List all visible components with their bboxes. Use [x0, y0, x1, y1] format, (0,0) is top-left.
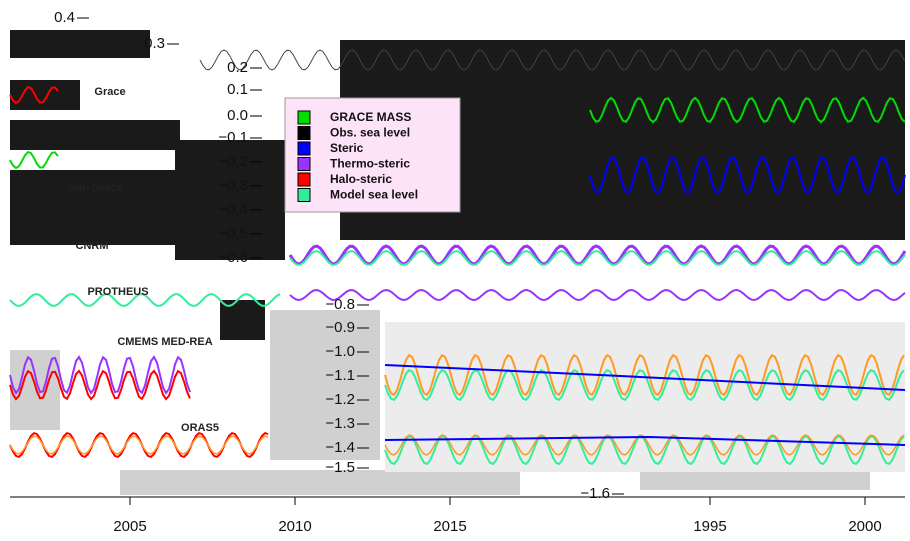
curve	[589, 96, 906, 124]
curve	[9, 369, 191, 401]
y-tick-label: −1.5	[325, 459, 355, 476]
y-tick-label: 0.4	[54, 9, 75, 26]
y-tick-label: 0.3	[144, 35, 165, 52]
legend-swatch	[297, 141, 311, 156]
curve	[289, 249, 906, 267]
panel-label: CNRM	[76, 240, 109, 252]
curve	[384, 435, 906, 446]
curve	[9, 292, 281, 308]
legend-swatch	[297, 157, 311, 171]
legend-label: Thermo-steric	[330, 157, 410, 171]
legend-swatch	[297, 110, 311, 125]
curve	[384, 369, 905, 401]
x-tick-label: 2015	[433, 518, 466, 535]
y-tick-label: −1.2	[325, 391, 355, 408]
x-tick-label: 2000	[848, 518, 881, 535]
y-tick-label: −0.8	[325, 296, 355, 313]
curve	[9, 355, 191, 395]
x-tick-label: 2005	[113, 518, 146, 535]
curve	[384, 364, 906, 391]
y-tick-label: 0.1	[227, 81, 248, 98]
y-tick-label: −0.5	[218, 225, 248, 242]
legend-label: Obs. sea level	[330, 126, 410, 140]
legend-label: Steric	[330, 141, 364, 155]
y-tick-label: −0.2	[218, 153, 248, 170]
y-tick-label: −1.4	[325, 439, 355, 456]
y-tick-label: −1.1	[325, 367, 355, 384]
panel-label: Grace	[94, 86, 125, 98]
curve	[289, 288, 906, 302]
y-tick-label: −1.3	[325, 415, 355, 432]
panel-label: ORAS5	[181, 422, 219, 434]
curve	[384, 434, 905, 466]
legend-label: GRACE MASS	[330, 110, 411, 124]
curve	[9, 435, 269, 455]
panel-label: CMEMS MED-REA	[117, 336, 212, 348]
y-tick-label: 0.0	[227, 107, 248, 124]
y-tick-label: −1.0	[325, 343, 355, 360]
y-tick-label: −1.6	[580, 485, 610, 502]
y-tick-label: −0.1	[218, 129, 248, 146]
curve	[384, 353, 905, 397]
y-tick-label: 0.2	[227, 59, 248, 76]
y-tick-label: −0.9	[325, 319, 355, 336]
legend-swatch	[297, 172, 311, 187]
curve	[589, 156, 906, 194]
legend-swatch	[297, 126, 311, 140]
y-tick-label: −0.6	[218, 249, 248, 266]
legend-swatch	[297, 188, 311, 202]
panel-label: PROTHEUS	[87, 286, 148, 298]
curve	[199, 49, 906, 71]
panel-label: Alti–Grace	[67, 182, 122, 194]
curve	[9, 150, 59, 170]
legend-label: Halo-steric	[330, 172, 392, 186]
y-tick-label: −0.4	[218, 201, 248, 218]
x-tick-label: 2010	[278, 518, 311, 535]
curve	[9, 85, 59, 105]
y-tick-label: −0.3	[218, 177, 248, 194]
legend-box	[284, 97, 461, 213]
legend-label: Model sea level	[330, 188, 418, 202]
curve	[288, 244, 907, 266]
x-tick-label: 1995	[693, 518, 726, 535]
